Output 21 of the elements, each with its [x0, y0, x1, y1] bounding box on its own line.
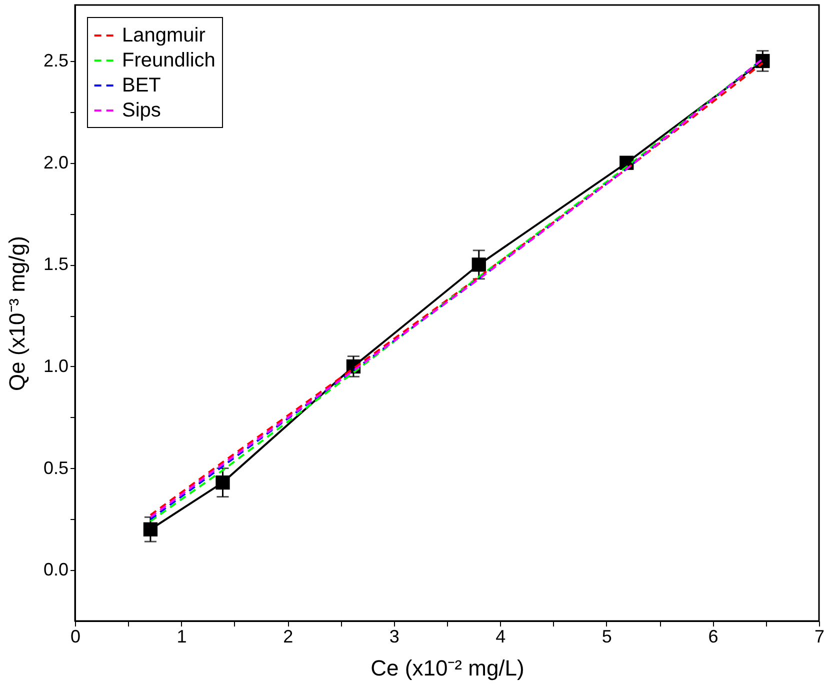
legend-label: BET [122, 74, 161, 96]
x-tick-label: 1 [176, 626, 187, 646]
y-axis-title: Qe (x10⁻³ mg/g) [4, 236, 30, 391]
x-tick-label: 5 [602, 626, 612, 646]
y-tick-label: 1.5 [43, 254, 68, 274]
x-tick-label: 3 [389, 626, 400, 646]
x-tick-label: 4 [496, 626, 506, 646]
y-tick-label: 2.5 [43, 50, 68, 70]
x-tick-label: 6 [708, 626, 718, 646]
y-tick-label: 0.0 [43, 560, 68, 580]
x-tick-label: 2 [283, 626, 294, 646]
legend-label: Freundlich [122, 50, 216, 72]
y-tick-label: 1.0 [43, 356, 68, 376]
y-tick-label: 0.5 [43, 458, 68, 478]
y-tick-label: 2.0 [43, 152, 68, 172]
legend-label: Langmuir [122, 24, 206, 46]
x-axis-title: Ce (x10⁻² mg/L) [370, 656, 524, 680]
legend-label: Sips [122, 100, 161, 122]
x-tick-label: 7 [814, 626, 825, 646]
x-tick-label: 0 [70, 626, 81, 646]
point [216, 475, 230, 490]
